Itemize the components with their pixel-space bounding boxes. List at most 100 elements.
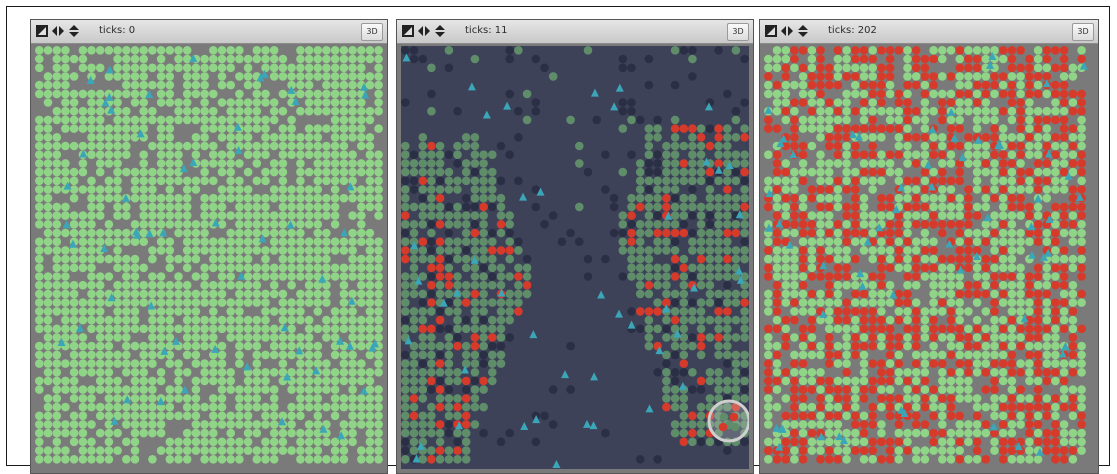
agent-circle	[43, 420, 53, 429]
agent-circle	[1016, 237, 1025, 246]
agent-circle	[43, 176, 53, 186]
agent-circle	[313, 350, 323, 360]
agent-circle	[287, 368, 296, 377]
world-view[interactable]	[35, 46, 383, 469]
agent-circle	[217, 455, 227, 464]
world-view[interactable]	[401, 46, 749, 469]
agent-circle	[104, 150, 114, 159]
agent-circle	[1033, 420, 1043, 429]
vertical-wrap-icon[interactable]	[67, 24, 81, 38]
halt-icon[interactable]	[35, 24, 49, 38]
agent-circle	[531, 54, 541, 64]
agent-circle	[723, 333, 732, 342]
agent-circle	[740, 324, 749, 334]
agent-circle	[235, 246, 244, 255]
agent-circle	[261, 315, 270, 325]
agent-circle	[920, 333, 930, 342]
agent-circle	[998, 193, 1008, 203]
agent-circle	[287, 385, 296, 394]
agent-circle	[87, 220, 96, 229]
halt-icon[interactable]	[401, 24, 415, 38]
agent-circle	[1033, 115, 1043, 125]
agent-circle	[87, 350, 96, 360]
agent-circle	[252, 159, 262, 168]
agent-circle	[679, 254, 689, 264]
agent-circle	[78, 54, 88, 64]
vertical-wrap-icon[interactable]	[796, 24, 810, 38]
agent-circle	[998, 324, 1008, 334]
horizontal-wrap-icon[interactable]	[417, 24, 431, 38]
agent-circle	[670, 307, 680, 316]
agent-circle	[531, 106, 541, 116]
world-view[interactable]	[764, 46, 1094, 469]
agent-circle	[929, 150, 938, 159]
agent-circle	[885, 298, 895, 307]
3d-view-button[interactable]: 3D	[1072, 23, 1094, 41]
agent-circle	[304, 341, 314, 351]
agent-circle	[740, 237, 749, 246]
vertical-wrap-icon[interactable]	[433, 24, 447, 38]
agent-circle	[842, 167, 851, 177]
agent-circle	[679, 420, 689, 429]
agent-circle	[816, 341, 825, 351]
agent-circle	[122, 333, 131, 342]
agent-circle	[859, 428, 869, 438]
agent-circle	[1016, 280, 1025, 290]
agent-circle	[444, 350, 454, 360]
agent-circle	[217, 193, 227, 203]
agent-circle	[435, 263, 445, 273]
3d-view-button[interactable]: 3D	[361, 23, 383, 41]
agent-circle	[409, 437, 419, 447]
agent-circle	[772, 272, 782, 281]
agent-circle	[191, 237, 201, 246]
agent-circle	[920, 420, 930, 429]
agent-circle	[113, 307, 122, 316]
world-canvas	[401, 46, 749, 469]
agent-circle	[35, 54, 44, 64]
agent-circle	[496, 211, 506, 220]
agent-circle	[627, 63, 636, 73]
agent-circle	[816, 289, 825, 299]
agent-circle	[401, 394, 410, 403]
agent-circle	[69, 437, 79, 447]
agent-circle	[401, 307, 410, 316]
agent-circle	[955, 437, 964, 447]
agent-circle	[911, 193, 921, 203]
agent-triangle	[995, 140, 1004, 149]
agent-circle	[470, 298, 480, 307]
agent-circle	[816, 394, 825, 403]
agent-circle	[313, 46, 323, 55]
agent-circle	[1051, 98, 1060, 107]
horizontal-wrap-icon[interactable]	[780, 24, 794, 38]
agent-triangle	[988, 52, 997, 61]
agent-circle	[444, 428, 454, 438]
agent-circle	[61, 455, 70, 464]
agent-circle	[688, 167, 697, 177]
agent-circle	[981, 263, 991, 273]
agent-circle	[1025, 359, 1034, 368]
horizontal-wrap-icon[interactable]	[51, 24, 65, 38]
agent-circle	[217, 437, 227, 447]
agent-circle	[374, 324, 383, 334]
agent-circle	[217, 63, 227, 73]
agent-circle	[679, 411, 689, 421]
agent-circle	[851, 341, 860, 351]
agent-circle	[191, 376, 201, 386]
agent-circle	[444, 46, 454, 55]
agent-circle	[998, 211, 1008, 220]
agent-circle	[243, 193, 253, 203]
agent-circle	[990, 324, 999, 334]
agent-circle	[348, 54, 357, 64]
agent-circle	[696, 133, 706, 142]
agent-circle	[1042, 307, 1052, 316]
agent-triangle	[278, 417, 287, 426]
agent-circle	[174, 307, 183, 316]
agent-circle	[95, 185, 105, 194]
agent-circle	[235, 98, 244, 107]
halt-icon[interactable]	[764, 24, 778, 38]
agent-circle	[52, 272, 62, 281]
agent-circle	[964, 220, 973, 229]
agent-circle	[401, 246, 410, 255]
agent-circle	[998, 359, 1008, 368]
3d-view-button[interactable]: 3D	[727, 23, 749, 41]
